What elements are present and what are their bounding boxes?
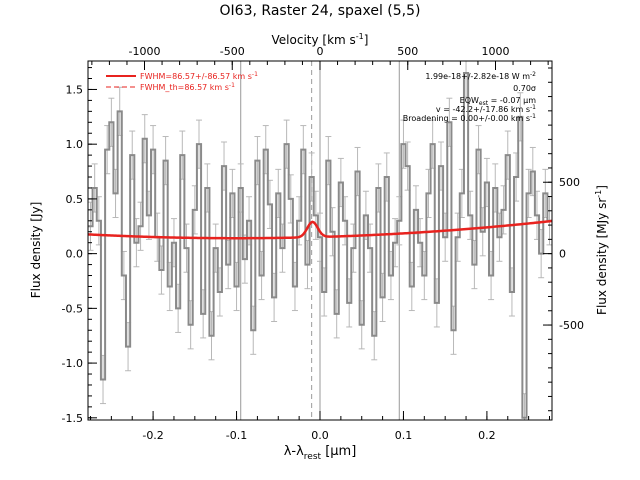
annotation-velocity: v = -42.2+/-17.86 km s-1 [436,104,536,114]
annotation-broadening: Broadening = 0.00+/-0.00 km s-1 [403,113,536,123]
x-tick-label: 0.1 [395,429,413,442]
y-tick-label: -1.5 [62,412,83,425]
right-tick-label: 500 [559,176,580,189]
top-tick-label: 500 [397,45,418,58]
top-tick-label: -1000 [129,45,161,58]
right-tick-label: 0 [559,248,566,261]
y-axis-label-right: Flux density [MJy sr-1] [594,185,609,315]
annotation-eqw: EQWest = -0.07 μm [460,96,537,107]
top-tick-label: 1000 [481,45,509,58]
legend: FWHM=86.57+/-86.57 km s-1 FWHM_th=86.57 … [106,71,258,92]
top-tick-label: 0 [317,45,324,58]
plot-area [88,61,552,420]
legend-label-fwhm-th: FWHM_th=86.57 km s-1 [140,82,235,92]
x-tick-label: 0.2 [478,429,496,442]
chart-title: OI63, Raster 24, spaxel (5,5) [220,3,421,19]
top-axis-label: Velocity [km s-1] [272,32,369,47]
x-axis-label: λ-λrest [μm] [284,444,357,462]
y-tick-label: 1.0 [66,138,84,151]
y-tick-label: 0.0 [66,248,84,261]
fit-annotations: 1.99e-18+/-2.82e-18 W m-2 0.70σ EQWest =… [403,71,536,123]
y-tick-label: 0.5 [66,193,84,206]
y-tick-label: -1.0 [62,357,83,370]
series-data [88,72,552,419]
top-tick-label: -500 [220,45,245,58]
x-tick-label: -0.1 [226,429,247,442]
annotation-sigma: 0.70σ [513,84,536,93]
y-tick-label: 1.5 [66,83,84,96]
y-tick-label: -0.5 [62,302,83,315]
y-axis-label-left: Flux density [Jy] [29,202,43,299]
series-fit [88,219,552,240]
annotation-flux: 1.99e-18+/-2.82e-18 W m-2 [425,71,536,81]
x-tick-label: -0.2 [142,429,163,442]
x-tick-label: 0.0 [311,429,329,442]
right-tick-label: -500 [559,319,584,332]
legend-label-fwhm: FWHM=86.57+/-86.57 km s-1 [140,71,258,81]
